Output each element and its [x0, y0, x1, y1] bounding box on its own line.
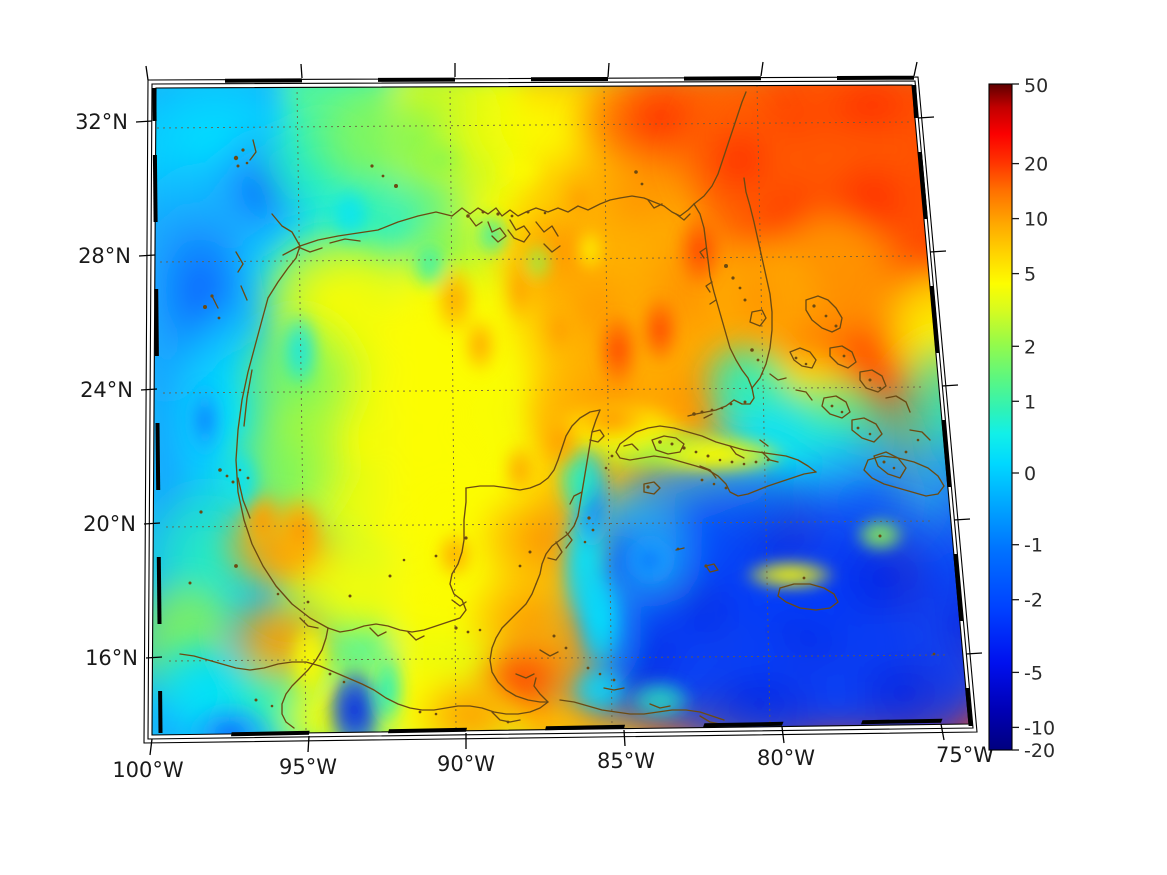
- cb-label-5: 1: [1024, 391, 1036, 413]
- map-data-field: [152, 85, 969, 735]
- cb-label-2: 10: [1024, 209, 1048, 231]
- lon-label-2: 90°W: [437, 752, 495, 776]
- lat-label-0: 32°N: [75, 110, 128, 134]
- lat-label-2: 24°N: [80, 378, 133, 402]
- cb-label-11: -20: [1024, 740, 1055, 762]
- island-specks: [188, 148, 936, 724]
- cb-label-1: 20: [1024, 154, 1048, 176]
- left-axis-band: [152, 88, 163, 733]
- lon-label-5: 75°W: [936, 743, 994, 767]
- cb-label-8: -2: [1024, 590, 1043, 612]
- tick-marks: [135, 61, 983, 756]
- latitude-tick-labels: 32°N 28°N 24°N 20°N 16°N: [75, 110, 138, 670]
- lat-label-3: 20°N: [83, 512, 136, 536]
- value-colorbar[interactable]: 50 20 10 5 2 1 0 -1 -2 -5 -10 -20: [988, 75, 1055, 762]
- cb-label-7: -1: [1024, 535, 1043, 557]
- graticule-lines: [156, 85, 948, 731]
- colorbar-gradient[interactable]: [988, 83, 1013, 751]
- cb-label-3: 5: [1024, 264, 1036, 286]
- cb-label-6: 0: [1024, 463, 1036, 485]
- bottom-axis-band: [231, 718, 943, 737]
- coastlines: [179, 91, 945, 729]
- top-axis-band: [225, 75, 914, 83]
- colorbar-tick-labels: 50 20 10 5 2 1 0 -1 -2 -5 -10 -20: [1024, 75, 1055, 762]
- colorbar-ticks: [1012, 83, 1019, 751]
- lon-label-1: 95°W: [279, 755, 337, 779]
- lon-label-0: 100°W: [112, 758, 184, 782]
- longitude-tick-labels: 100°W 95°W 90°W 85°W 80°W 75°W: [112, 743, 994, 782]
- cb-label-9: -5: [1024, 662, 1043, 684]
- cb-label-0: 50: [1024, 75, 1048, 97]
- cb-label-10: -10: [1024, 717, 1055, 739]
- lon-label-3: 85°W: [597, 749, 655, 773]
- lon-label-4: 80°W: [757, 746, 815, 770]
- lat-label-1: 28°N: [78, 244, 131, 268]
- right-axis-band: [912, 85, 973, 726]
- lat-label-4: 16°N: [85, 646, 138, 670]
- cb-label-4: 2: [1024, 336, 1036, 358]
